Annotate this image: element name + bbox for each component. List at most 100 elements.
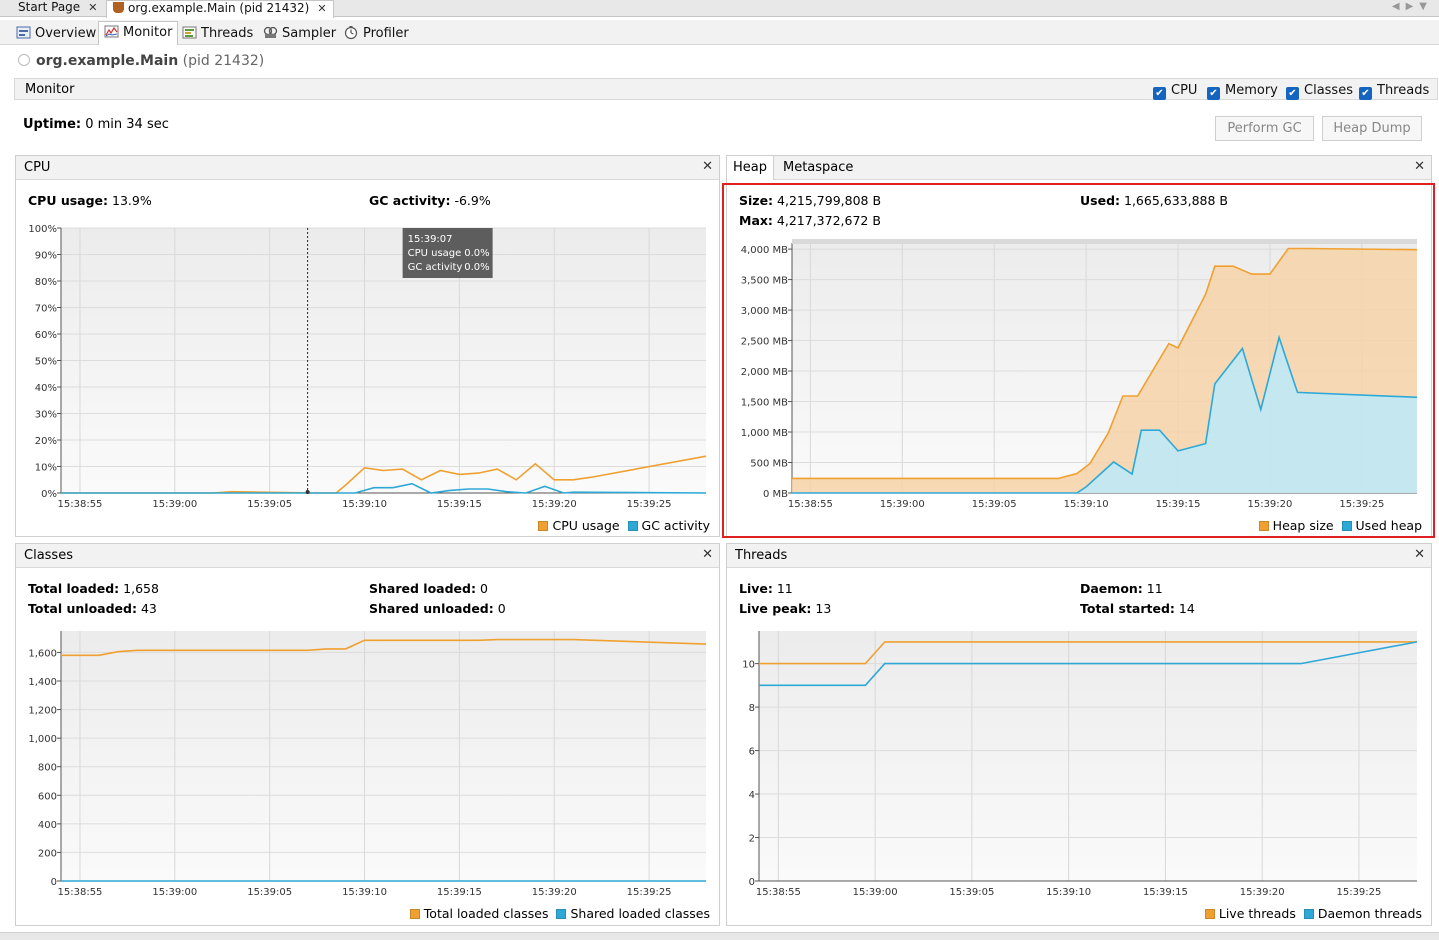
- y-tick-label: 1,400: [28, 677, 57, 688]
- stat-value: 11: [776, 581, 793, 596]
- x-tick-label: 15:39:10: [342, 499, 387, 510]
- y-tick-label: 90%: [35, 251, 57, 262]
- stat-label: Total unloaded:: [28, 601, 137, 616]
- tab-label: Threads: [201, 26, 254, 41]
- cpu-legend: CPU usage GC activity: [538, 518, 710, 533]
- profiler-icon: [344, 26, 358, 40]
- y-tick-label: 70%: [35, 304, 57, 315]
- x-tick-label: 15:39:00: [880, 499, 925, 510]
- checkbox-cpu[interactable]: ✔ CPU: [1153, 83, 1197, 100]
- series-line-0: [792, 247, 1418, 480]
- x-tick-label: 15:39:25: [1339, 499, 1384, 510]
- monitor-icon: [104, 25, 119, 38]
- x-tick-label: 15:38:55: [58, 499, 103, 510]
- panel-title: Threads: [735, 548, 788, 563]
- classes-panel: Classes ✕ Total loaded: 1,658 Total unlo…: [15, 543, 720, 926]
- y-tick-label: 0 MB: [763, 489, 788, 500]
- legend-swatch: [556, 909, 567, 919]
- tab-scroll-arrows-icon[interactable]: ◀▶▼: [1391, 1, 1433, 12]
- stat-heap-used: Used: 1,665,633,888 B: [1080, 193, 1228, 208]
- close-icon[interactable]: ✕: [317, 2, 327, 15]
- y-tick-label: 10%: [35, 463, 57, 474]
- document-tab-bar: Start Page ✕ org.example.Main (pid 21432)…: [0, 0, 1439, 18]
- y-tick-label: 4: [749, 790, 755, 801]
- cpu-chart[interactable]: 15:38:55 15:39:00 15:39:05 15:39:10 15:39:15…: [16, 211, 719, 511]
- checkbox-memory[interactable]: ✔ Memory: [1207, 83, 1278, 100]
- doc-tab-label: Start Page: [18, 0, 81, 14]
- classes-chart[interactable]: 15:38:55 15:39:00 15:39:05 15:39:10 15:39:15…: [16, 619, 719, 899]
- x-tick-label: 15:39:10: [1064, 499, 1109, 510]
- stat-gc-activity: GC activity: -6.9%: [369, 193, 491, 208]
- tab-overview[interactable]: Overview: [11, 23, 101, 45]
- tab-threads[interactable]: Threads: [177, 23, 258, 45]
- tab-heap[interactable]: Heap: [727, 156, 774, 180]
- overview-icon: [16, 26, 31, 39]
- view-tab-bar: Overview Monitor Threads Sampler Profile…: [0, 20, 1439, 45]
- classes-legend: Total loaded classes Shared loaded class…: [409, 906, 710, 921]
- heap-dump-button[interactable]: Heap Dump: [1322, 116, 1422, 141]
- x-tick-label: 15:39:05: [949, 887, 994, 898]
- close-icon[interactable]: ✕: [1414, 159, 1425, 174]
- tab-label: Profiler: [363, 26, 409, 41]
- tab-metaspace[interactable]: Metaspace: [783, 160, 854, 175]
- status-bar: [0, 932, 1439, 940]
- doc-tab-main[interactable]: org.example.Main (pid 21432) ✕: [106, 0, 334, 18]
- tab-label: Overview: [35, 26, 97, 41]
- y-tick-label: 30%: [35, 410, 57, 421]
- stat-cpu-usage: CPU usage: 13.9%: [28, 193, 152, 208]
- close-icon[interactable]: ✕: [1414, 547, 1425, 562]
- checkbox-label: CPU: [1171, 83, 1198, 98]
- legend-label: Used heap: [1355, 518, 1422, 533]
- uptime-readout: Uptime: 0 min 34 sec: [23, 117, 169, 132]
- tooltip-row-value: 0.0%: [464, 248, 489, 259]
- legend-swatch: [1341, 521, 1352, 531]
- tab-profiler[interactable]: Profiler: [339, 23, 414, 45]
- x-tick-label: 15:39:15: [1143, 887, 1188, 898]
- threads-chart[interactable]: 15:38:55 15:39:00 15:39:05 15:39:10 15:39:15…: [727, 619, 1431, 899]
- tab-monitor[interactable]: Monitor: [98, 21, 179, 45]
- stat-value: 13: [815, 601, 832, 616]
- x-tick-label: 15:39:15: [437, 887, 482, 898]
- tooltip-time: 15:39:07: [408, 234, 453, 245]
- x-tick-label: 15:39:05: [972, 499, 1017, 510]
- series-line-1: [792, 334, 1418, 494]
- x-tick-label: 15:39:10: [342, 887, 387, 898]
- stat-total-unloaded: Total unloaded: 43: [28, 601, 157, 616]
- y-tick-label: 0%: [41, 489, 57, 500]
- y-tick-label: 600: [38, 791, 57, 802]
- stat-value: 11: [1146, 581, 1163, 596]
- tooltip-row-label: CPU usage: [408, 248, 462, 259]
- plot-area: [61, 631, 706, 881]
- x-tick-label: 15:38:55: [58, 887, 103, 898]
- doc-tab-start-page[interactable]: Start Page ✕: [12, 0, 103, 17]
- y-tick-label: 800: [38, 763, 57, 774]
- close-icon[interactable]: ✕: [702, 159, 713, 174]
- stat-value: 14: [1178, 601, 1195, 616]
- stat-total-loaded: Total loaded: 1,658: [28, 581, 159, 596]
- checkbox-threads[interactable]: ✔ Threads: [1359, 83, 1429, 100]
- x-tick-label: 15:39:10: [1046, 887, 1091, 898]
- series-area-used-heap: [792, 337, 1417, 493]
- legend-label: Shared loaded classes: [570, 906, 710, 921]
- tab-sampler[interactable]: Sampler: [258, 23, 341, 45]
- legend-label: CPU usage: [552, 518, 620, 533]
- checkbox-classes[interactable]: ✔ Classes: [1286, 83, 1353, 100]
- checkmark-icon: ✔: [1359, 87, 1372, 100]
- plot-area: [759, 631, 1417, 881]
- y-tick-label: 80%: [35, 277, 57, 288]
- doc-tab-label: org.example.Main (pid 21432): [128, 1, 310, 15]
- close-icon[interactable]: ✕: [702, 547, 713, 562]
- tab-label: Monitor: [123, 25, 173, 40]
- y-tick-label: 1,200: [28, 706, 57, 717]
- stat-value: -6.9%: [454, 193, 491, 208]
- x-tick-label: 15:39:00: [853, 887, 898, 898]
- checkbox-label: Classes: [1304, 83, 1353, 98]
- heap-panel: Heap Metaspace ✕ Size: 4,215,799,808 B M…: [726, 155, 1432, 537]
- perform-gc-button[interactable]: Perform GC: [1215, 116, 1314, 141]
- y-tick-label: 20%: [35, 436, 57, 447]
- legend-swatch: [538, 521, 549, 531]
- checkmark-icon: ✔: [1207, 87, 1220, 100]
- close-icon[interactable]: ✕: [88, 1, 98, 14]
- y-tick-label: 1,500 MB: [741, 398, 788, 409]
- heap-chart[interactable]: 15:38:55 15:39:00 15:39:05 15:39:10 15:39:15…: [727, 231, 1431, 511]
